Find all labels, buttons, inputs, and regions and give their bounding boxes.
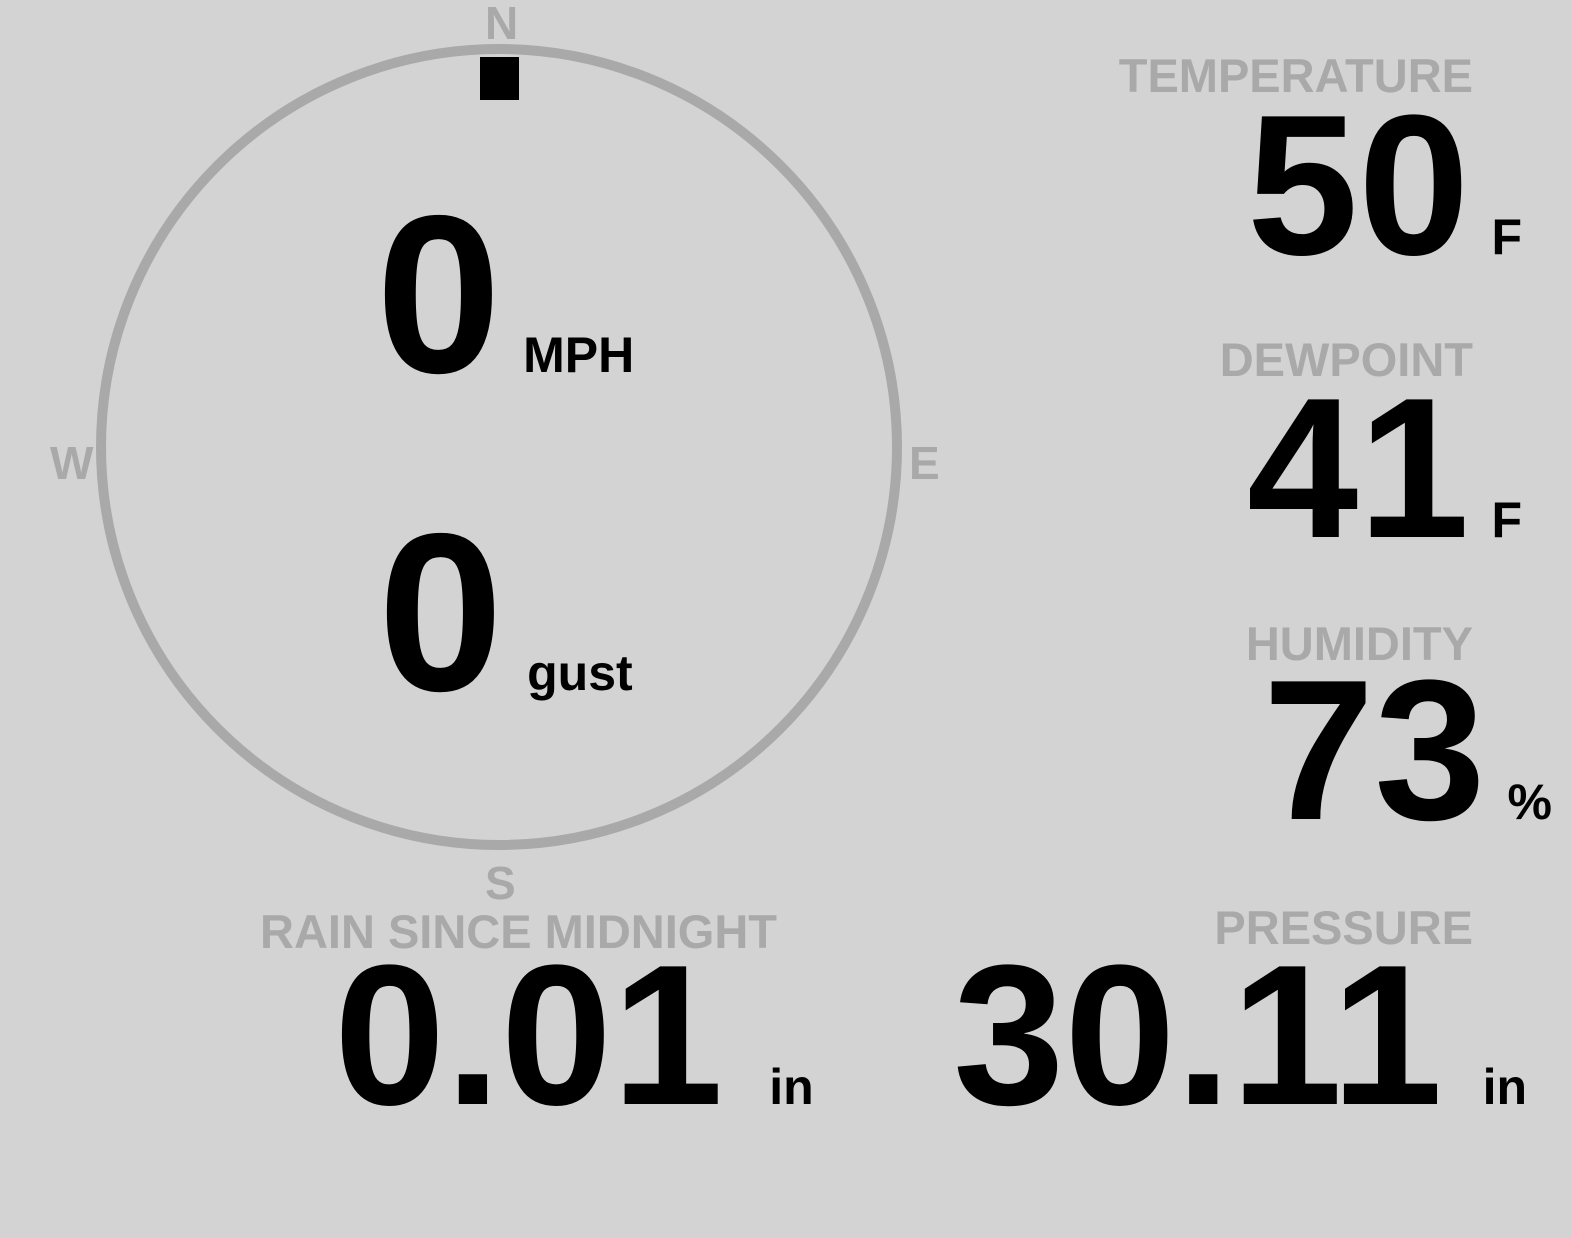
- wind-gust-label: gust: [527, 645, 633, 701]
- rain-reading: 0.01 in: [334, 936, 814, 1136]
- dewpoint-value: 41: [1246, 357, 1470, 580]
- rain-unit: in: [769, 1059, 814, 1115]
- humidity-label: HUMIDITY: [1245, 617, 1473, 670]
- wind-direction-indicator: [480, 57, 519, 100]
- compass-west: W: [50, 437, 94, 489]
- compass-east: E: [909, 437, 940, 489]
- temperature-reading: 50 F: [1247, 86, 1522, 286]
- pressure-unit: in: [1482, 1059, 1527, 1115]
- compass-north: N: [485, 0, 519, 49]
- pressure-reading: 30.11 in: [953, 936, 1527, 1136]
- wind-speed: 0 MPH: [376, 182, 634, 407]
- humidity-reading: 73 %: [1263, 651, 1552, 851]
- temperature-label: TEMPERATURE: [1118, 49, 1473, 102]
- wind-speed-value: 0: [376, 168, 502, 420]
- compass-south: S: [485, 857, 516, 909]
- wind-gust-value: 0: [378, 486, 504, 738]
- rain-label: RAIN SINCE MIDNIGHT: [260, 905, 777, 958]
- humidity-unit: %: [1507, 774, 1552, 830]
- pressure-value: 30.11: [953, 924, 1443, 1147]
- temperature-unit: F: [1491, 209, 1522, 265]
- wind-gust: 0 gust: [378, 500, 633, 725]
- temperature-value: 50: [1246, 74, 1470, 297]
- wind-speed-unit: MPH: [523, 327, 635, 383]
- pressure-label: PRESSURE: [1214, 901, 1473, 954]
- compass-ring: [96, 44, 902, 850]
- humidity-value: 73: [1263, 639, 1486, 862]
- dewpoint-label: DEWPOINT: [1219, 333, 1473, 386]
- dewpoint-unit: F: [1491, 492, 1522, 548]
- rain-value: 0.01: [334, 924, 724, 1147]
- dewpoint-reading: 41 F: [1247, 369, 1522, 569]
